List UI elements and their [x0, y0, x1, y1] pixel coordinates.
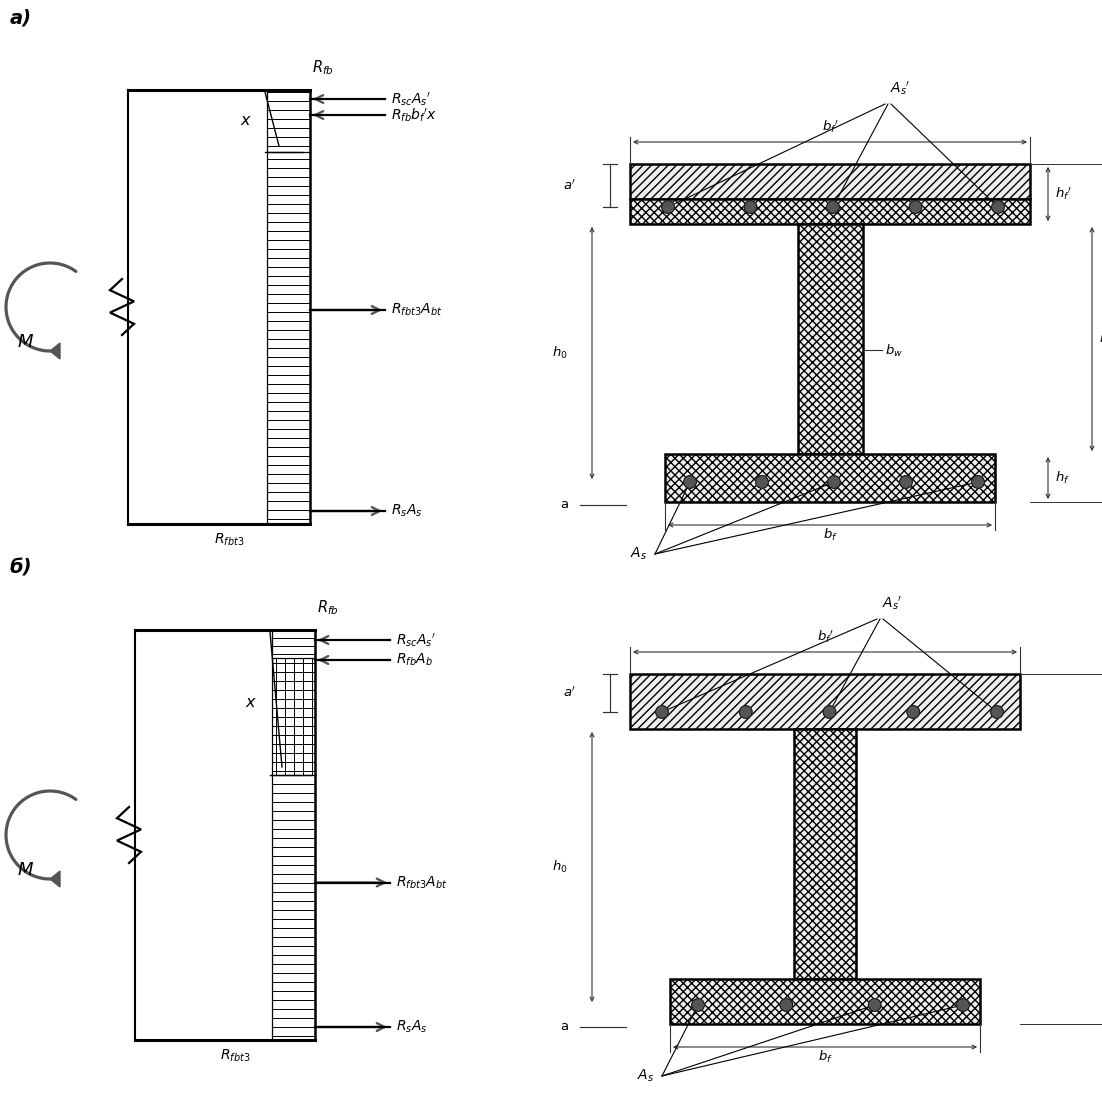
- Circle shape: [692, 999, 704, 1011]
- Text: $a'$: $a'$: [563, 686, 576, 701]
- Circle shape: [656, 706, 668, 718]
- Text: $R_{fb}$: $R_{fb}$: [312, 58, 334, 77]
- Circle shape: [739, 706, 752, 718]
- Bar: [670, 979, 980, 1024]
- Polygon shape: [50, 871, 60, 887]
- Bar: [272, 658, 315, 775]
- Bar: [630, 163, 1030, 199]
- Text: $A_s{'}$: $A_s{'}$: [882, 595, 903, 612]
- Text: $R_{fbt3} A_{bt}$: $R_{fbt3} A_{bt}$: [396, 874, 447, 891]
- Circle shape: [992, 200, 1004, 214]
- Text: $R_{fbt3} A_{bt}$: $R_{fbt3} A_{bt}$: [391, 301, 442, 318]
- Circle shape: [991, 706, 1003, 718]
- Text: а): а): [10, 9, 32, 28]
- Text: $R_{fb}b_f{'}x$: $R_{fb}b_f{'}x$: [391, 107, 436, 123]
- Text: a: a: [560, 497, 568, 510]
- Bar: [267, 152, 310, 524]
- Circle shape: [661, 200, 674, 214]
- Bar: [630, 199, 1030, 224]
- Text: $R_{fb}$: $R_{fb}$: [317, 598, 338, 617]
- Text: $A_s$: $A_s$: [637, 1068, 653, 1084]
- Text: $R_{fb}A_b$: $R_{fb}A_b$: [396, 652, 433, 668]
- Text: $R_{sc}A_s{'}$: $R_{sc}A_s{'}$: [391, 90, 431, 108]
- Circle shape: [957, 999, 970, 1011]
- Text: x: x: [240, 113, 250, 129]
- Text: $a'$: $a'$: [563, 178, 576, 192]
- Text: M: M: [18, 332, 33, 351]
- Text: $b_f{'}$: $b_f{'}$: [822, 119, 839, 135]
- Circle shape: [683, 476, 696, 488]
- Polygon shape: [50, 342, 60, 359]
- Text: $A_s{'}$: $A_s{'}$: [890, 79, 910, 97]
- Text: $b_f$: $b_f$: [822, 527, 838, 543]
- Text: $R_{fbt3}$: $R_{fbt3}$: [219, 1048, 250, 1064]
- Text: $h_f$: $h_f$: [1055, 470, 1070, 486]
- Text: $b_w$: $b_w$: [885, 342, 903, 358]
- Circle shape: [780, 999, 792, 1011]
- Text: $R_sA_s$: $R_sA_s$: [396, 1019, 428, 1035]
- Text: x: x: [246, 695, 255, 709]
- Text: $b_f$: $b_f$: [818, 1049, 832, 1065]
- Bar: [272, 775, 315, 1040]
- Circle shape: [868, 999, 880, 1011]
- Circle shape: [907, 706, 919, 718]
- Text: $h_w$: $h_w$: [1099, 331, 1102, 347]
- Bar: [267, 90, 310, 152]
- Bar: [665, 454, 995, 502]
- Bar: [798, 224, 863, 454]
- Text: $R_{fbt3}$: $R_{fbt3}$: [214, 532, 245, 548]
- Text: $h_0$: $h_0$: [552, 858, 568, 875]
- Text: $R_sA_s$: $R_sA_s$: [391, 503, 422, 519]
- Text: a: a: [560, 1020, 568, 1033]
- Circle shape: [828, 476, 841, 488]
- Text: б): б): [10, 559, 32, 578]
- Bar: [795, 729, 856, 979]
- Bar: [630, 674, 1020, 729]
- Text: $h_0$: $h_0$: [552, 345, 568, 361]
- Circle shape: [826, 200, 840, 214]
- Circle shape: [823, 706, 835, 718]
- Text: $R_{sc}A_s{'}$: $R_{sc}A_s{'}$: [396, 632, 436, 648]
- Circle shape: [744, 200, 757, 214]
- Text: $h_f{'}$: $h_f{'}$: [1055, 186, 1071, 202]
- Circle shape: [909, 200, 921, 214]
- Bar: [272, 631, 315, 658]
- Text: M: M: [18, 861, 33, 878]
- Circle shape: [972, 476, 984, 488]
- Circle shape: [756, 476, 768, 488]
- Text: $b_f{'}$: $b_f{'}$: [817, 628, 833, 645]
- Circle shape: [899, 476, 912, 488]
- Text: $A_s$: $A_s$: [630, 546, 647, 563]
